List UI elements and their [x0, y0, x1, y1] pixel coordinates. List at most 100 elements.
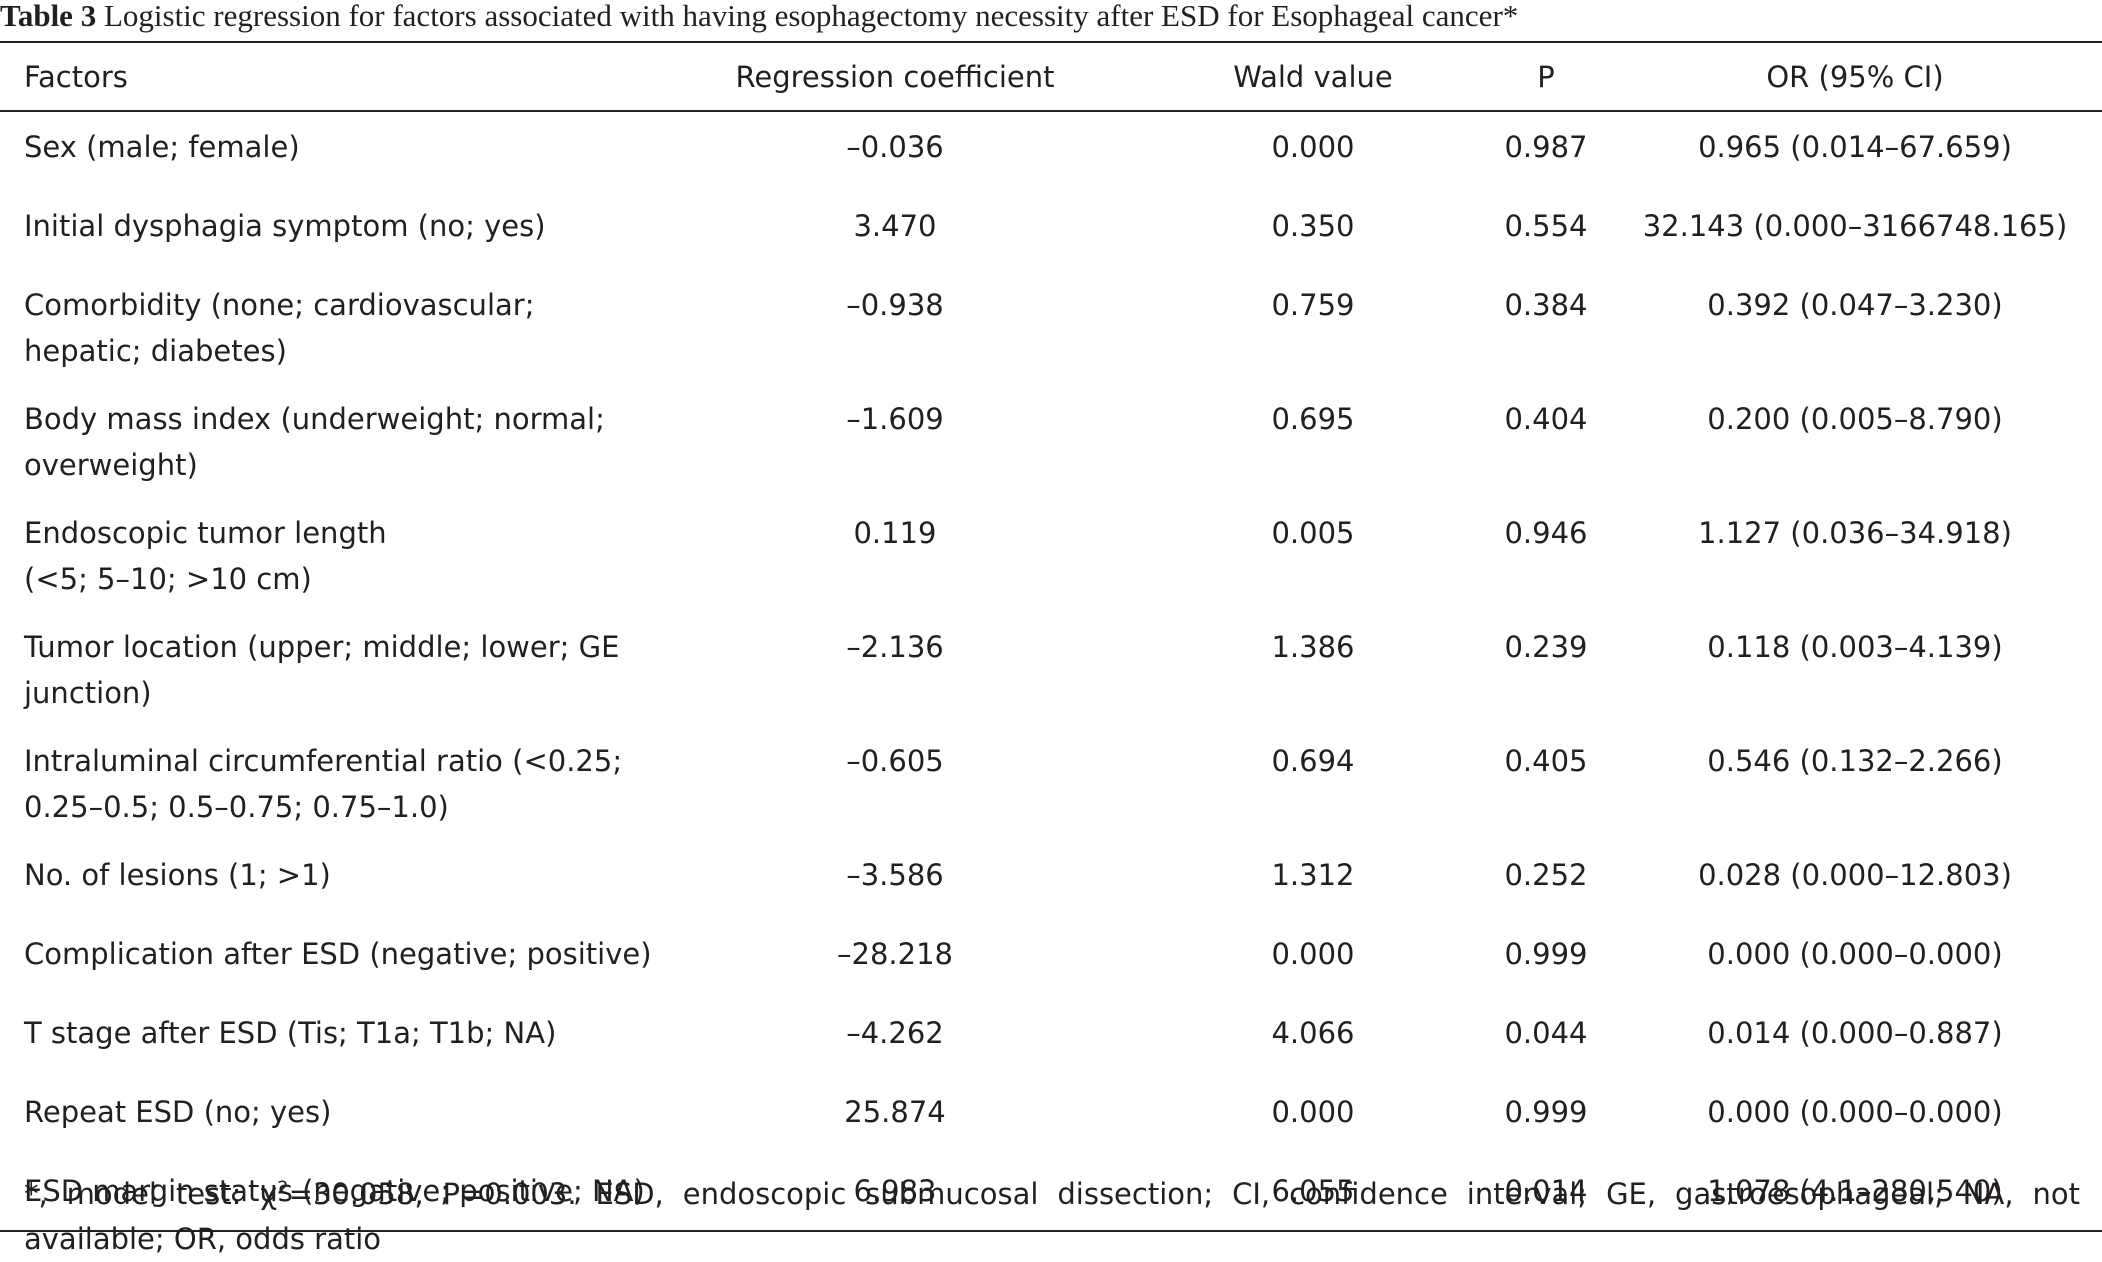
cell-p: 0.014 — [1504, 1174, 1588, 1208]
header-wald-value: Wald value — [1233, 59, 1393, 94]
cell-or: 0.965 (0.014–67.659) — [1698, 130, 2012, 164]
cell-wald: 0.350 — [1271, 209, 1355, 243]
cell-factor: Endoscopic tumor length (<5; 5–10; >10 c… — [0, 500, 648, 614]
cell-wald: 0.000 — [1271, 1095, 1355, 1129]
cell-wald: 0.759 — [1271, 288, 1355, 322]
table-row: Repeat ESD (no; yes) 25.874 0.000 0.999 … — [0, 1079, 2102, 1158]
cell-p: 0.252 — [1504, 858, 1588, 892]
table-row: Tumor location (upper; middle; lower; GE… — [0, 614, 2102, 728]
header-or-ci: OR (95% CI) — [1766, 59, 1944, 94]
cell-p: 0.404 — [1504, 402, 1588, 436]
cell-or: 0.546 (0.132–2.266) — [1707, 744, 2003, 778]
cell-wald: 0.000 — [1271, 937, 1355, 971]
cell-factor: Complication after ESD (negative; positi… — [0, 921, 652, 1000]
header-factors: Factors — [24, 59, 128, 94]
header-regression-coefficient: Regression coefficient — [735, 59, 1055, 94]
factor-text: Initial dysphagia symptom (no; yes) — [24, 209, 546, 243]
cell-coefficient: –2.136 — [846, 630, 944, 664]
cell-factor: No. of lesions (1; >1) — [0, 842, 648, 921]
cell-coefficient: 6.983 — [853, 1174, 937, 1208]
cell-p: 0.239 — [1504, 630, 1588, 664]
cell-p: 0.987 — [1504, 130, 1588, 164]
table-body: Sex (male; female) –0.036 0.000 0.987 0.… — [0, 111, 2102, 1231]
cell-factor: Initial dysphagia symptom (no; yes) — [0, 193, 648, 272]
cell-or: 0.028 (0.000–12.803) — [1698, 858, 2012, 892]
cell-coefficient: 0.119 — [853, 516, 937, 550]
footnote-rest: =30.058, P=0.003. ESD, endoscopic submuc… — [24, 1177, 2080, 1256]
cell-factor: ESD margin status (negative; positive; N… — [0, 1158, 648, 1231]
cell-factor: Repeat ESD (no; yes) — [0, 1079, 648, 1158]
cell-coefficient: –0.605 — [846, 744, 944, 778]
table-footnote: *, model test: χ2=30.058, P=0.003. ESD, … — [24, 1172, 2080, 1262]
table-row: Initial dysphagia symptom (no; yes) 3.47… — [0, 193, 2102, 272]
factor-text: Repeat ESD (no; yes) — [24, 1095, 332, 1129]
cell-coefficient: –1.609 — [846, 402, 944, 436]
cell-wald: 0.695 — [1271, 402, 1355, 436]
cell-p: 0.384 — [1504, 288, 1588, 322]
factor-text: Tumor location (upper; middle; lower; GE… — [24, 630, 620, 710]
table-caption: Table 3 Logistic regression for factors … — [0, 0, 1518, 40]
cell-factor: Intraluminal circumferential ratio (<0.2… — [0, 728, 648, 842]
cell-factor: T stage after ESD (Tis; T1a; T1b; NA) — [0, 1000, 648, 1079]
table-row: Body mass index (underweight; normal; ov… — [0, 386, 2102, 500]
cell-coefficient: 3.470 — [853, 209, 937, 243]
cell-p: 0.405 — [1504, 744, 1588, 778]
table-row: Intraluminal circumferential ratio (<0.2… — [0, 728, 2102, 842]
cell-p: 0.554 — [1504, 209, 1588, 243]
cell-or: 0.000 (0.000–0.000) — [1707, 937, 2003, 971]
cell-factor: Sex (male; female) — [0, 111, 648, 193]
footnote-prefix: *, model test: χ — [24, 1177, 278, 1211]
cell-p: 0.946 — [1504, 516, 1588, 550]
table-header: Factors Regression coefficient Wald valu… — [0, 42, 2102, 111]
cell-coefficient: –0.036 — [846, 130, 944, 164]
table-row: T stage after ESD (Tis; T1a; T1b; NA) –4… — [0, 1000, 2102, 1079]
table-caption-text: Logistic regression for factors associat… — [103, 0, 1519, 33]
cell-or: 0.200 (0.005–8.790) — [1707, 402, 2003, 436]
cell-coefficient: –28.218 — [837, 937, 953, 971]
table-row: ESD margin status (negative; positive; N… — [0, 1158, 2102, 1231]
cell-p: 0.999 — [1504, 937, 1588, 971]
cell-coefficient: –3.586 — [846, 858, 944, 892]
cell-wald: 6.055 — [1271, 1174, 1355, 1208]
cell-or: 32.143 (0.000–3166748.165) — [1642, 209, 2068, 243]
footnote-superscript: 2 — [277, 1177, 289, 1199]
header-row: Factors Regression coefficient Wald valu… — [0, 42, 2102, 111]
table-row: Sex (male; female) –0.036 0.000 0.987 0.… — [0, 111, 2102, 193]
factor-text: Intraluminal circumferential ratio (<0.2… — [24, 744, 623, 824]
factor-text: ESD margin status (negative; positive; N… — [24, 1174, 645, 1208]
factor-text: Endoscopic tumor length (<5; 5–10; >10 c… — [24, 516, 387, 596]
factor-text: Complication after ESD (negative; positi… — [24, 937, 652, 971]
header-p: P — [1537, 59, 1555, 94]
factor-text: Body mass index (underweight; normal; ov… — [24, 402, 605, 482]
factor-text: No. of lesions (1; >1) — [24, 858, 331, 892]
cell-or: 1,078 (4.1–280,540) — [1707, 1174, 2003, 1208]
table-row: Complication after ESD (negative; positi… — [0, 921, 2102, 1000]
table-row: Comorbidity (none; cardiovascular; hepat… — [0, 272, 2102, 386]
cell-factor: Comorbidity (none; cardiovascular; hepat… — [0, 272, 648, 386]
cell-p: 0.044 — [1504, 1016, 1588, 1050]
factor-text: Comorbidity (none; cardiovascular; hepat… — [24, 288, 535, 368]
cell-p: 0.999 — [1504, 1095, 1588, 1129]
cell-or: 0.014 (0.000–0.887) — [1707, 1016, 2003, 1050]
table-row: Endoscopic tumor length (<5; 5–10; >10 c… — [0, 500, 2102, 614]
cell-wald: 1.386 — [1271, 630, 1355, 664]
regression-table: Factors Regression coefficient Wald valu… — [0, 41, 2102, 1232]
factor-text: Sex (male; female) — [24, 130, 300, 164]
cell-wald: 4.066 — [1271, 1016, 1355, 1050]
cell-coefficient: 25.874 — [844, 1095, 946, 1129]
cell-factor: Body mass index (underweight; normal; ov… — [0, 386, 648, 500]
cell-coefficient: –4.262 — [846, 1016, 944, 1050]
cell-or: 0.000 (0.000–0.000) — [1707, 1095, 2003, 1129]
cell-or: 1.127 (0.036–34.918) — [1698, 516, 2012, 550]
cell-or: 0.118 (0.003–4.139) — [1707, 630, 2003, 664]
cell-or: 0.392 (0.047–3.230) — [1707, 288, 2003, 322]
cell-wald: 0.000 — [1271, 130, 1355, 164]
table-row: No. of lesions (1; >1) –3.586 1.312 0.25… — [0, 842, 2102, 921]
cell-wald: 0.694 — [1271, 744, 1355, 778]
cell-coefficient: –0.938 — [846, 288, 944, 322]
cell-wald: 1.312 — [1271, 858, 1355, 892]
cell-factor: Tumor location (upper; middle; lower; GE… — [0, 614, 648, 728]
cell-wald: 0.005 — [1271, 516, 1355, 550]
factor-text: T stage after ESD (Tis; T1a; T1b; NA) — [24, 1016, 557, 1050]
